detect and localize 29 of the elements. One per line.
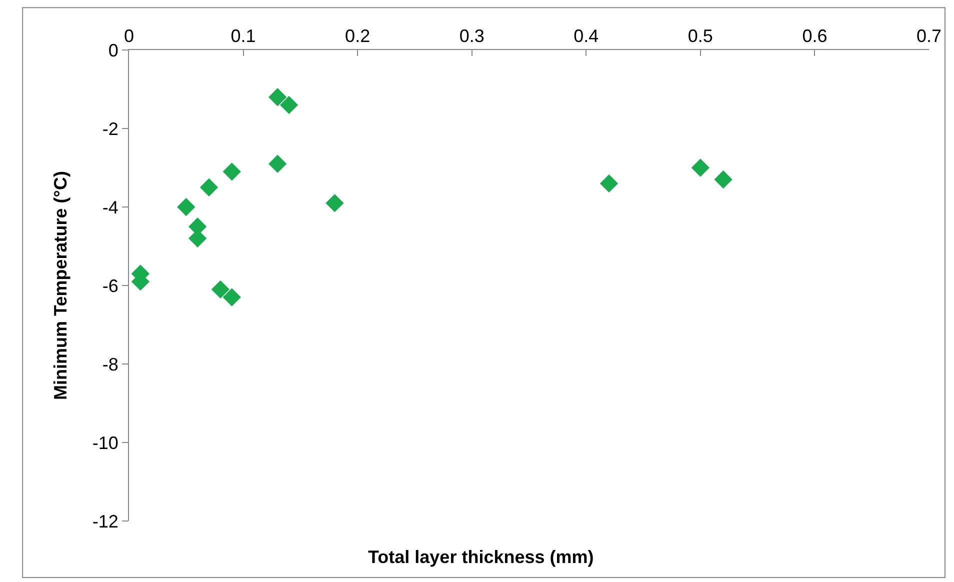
point <box>222 288 241 306</box>
point <box>268 88 287 106</box>
y-tick-label: 0 <box>108 40 118 60</box>
x-tick-label: 0.7 <box>916 26 942 46</box>
point <box>268 154 287 173</box>
x-tick-label: 0.6 <box>802 26 828 46</box>
point <box>211 280 230 299</box>
x-tick-label: 0.2 <box>345 26 370 46</box>
y-tick-label: -12 <box>92 511 118 532</box>
x-axis-title: Total layer thickness (mm) <box>368 547 594 567</box>
y-tick-label: -2 <box>102 118 118 139</box>
point <box>600 174 618 193</box>
y-tick-label: -8 <box>102 354 118 374</box>
point <box>280 96 298 114</box>
y-tick-label: -4 <box>102 197 118 218</box>
x-tick-label: 0.5 <box>688 26 713 46</box>
y-axis-title: Minimum Temperature (°C) <box>50 171 71 400</box>
point <box>177 198 196 216</box>
point <box>200 178 218 196</box>
x-tick-label: 0.1 <box>230 26 256 46</box>
x-tick-label: 0 <box>124 26 134 46</box>
point <box>222 162 241 181</box>
point <box>691 158 710 177</box>
x-tick-label: 0.4 <box>574 26 599 46</box>
y-tick-label: -6 <box>102 276 118 296</box>
y-tick-label: -10 <box>92 432 118 453</box>
point <box>326 194 344 212</box>
x-tick-label: 0.3 <box>459 26 484 46</box>
point <box>714 170 732 189</box>
